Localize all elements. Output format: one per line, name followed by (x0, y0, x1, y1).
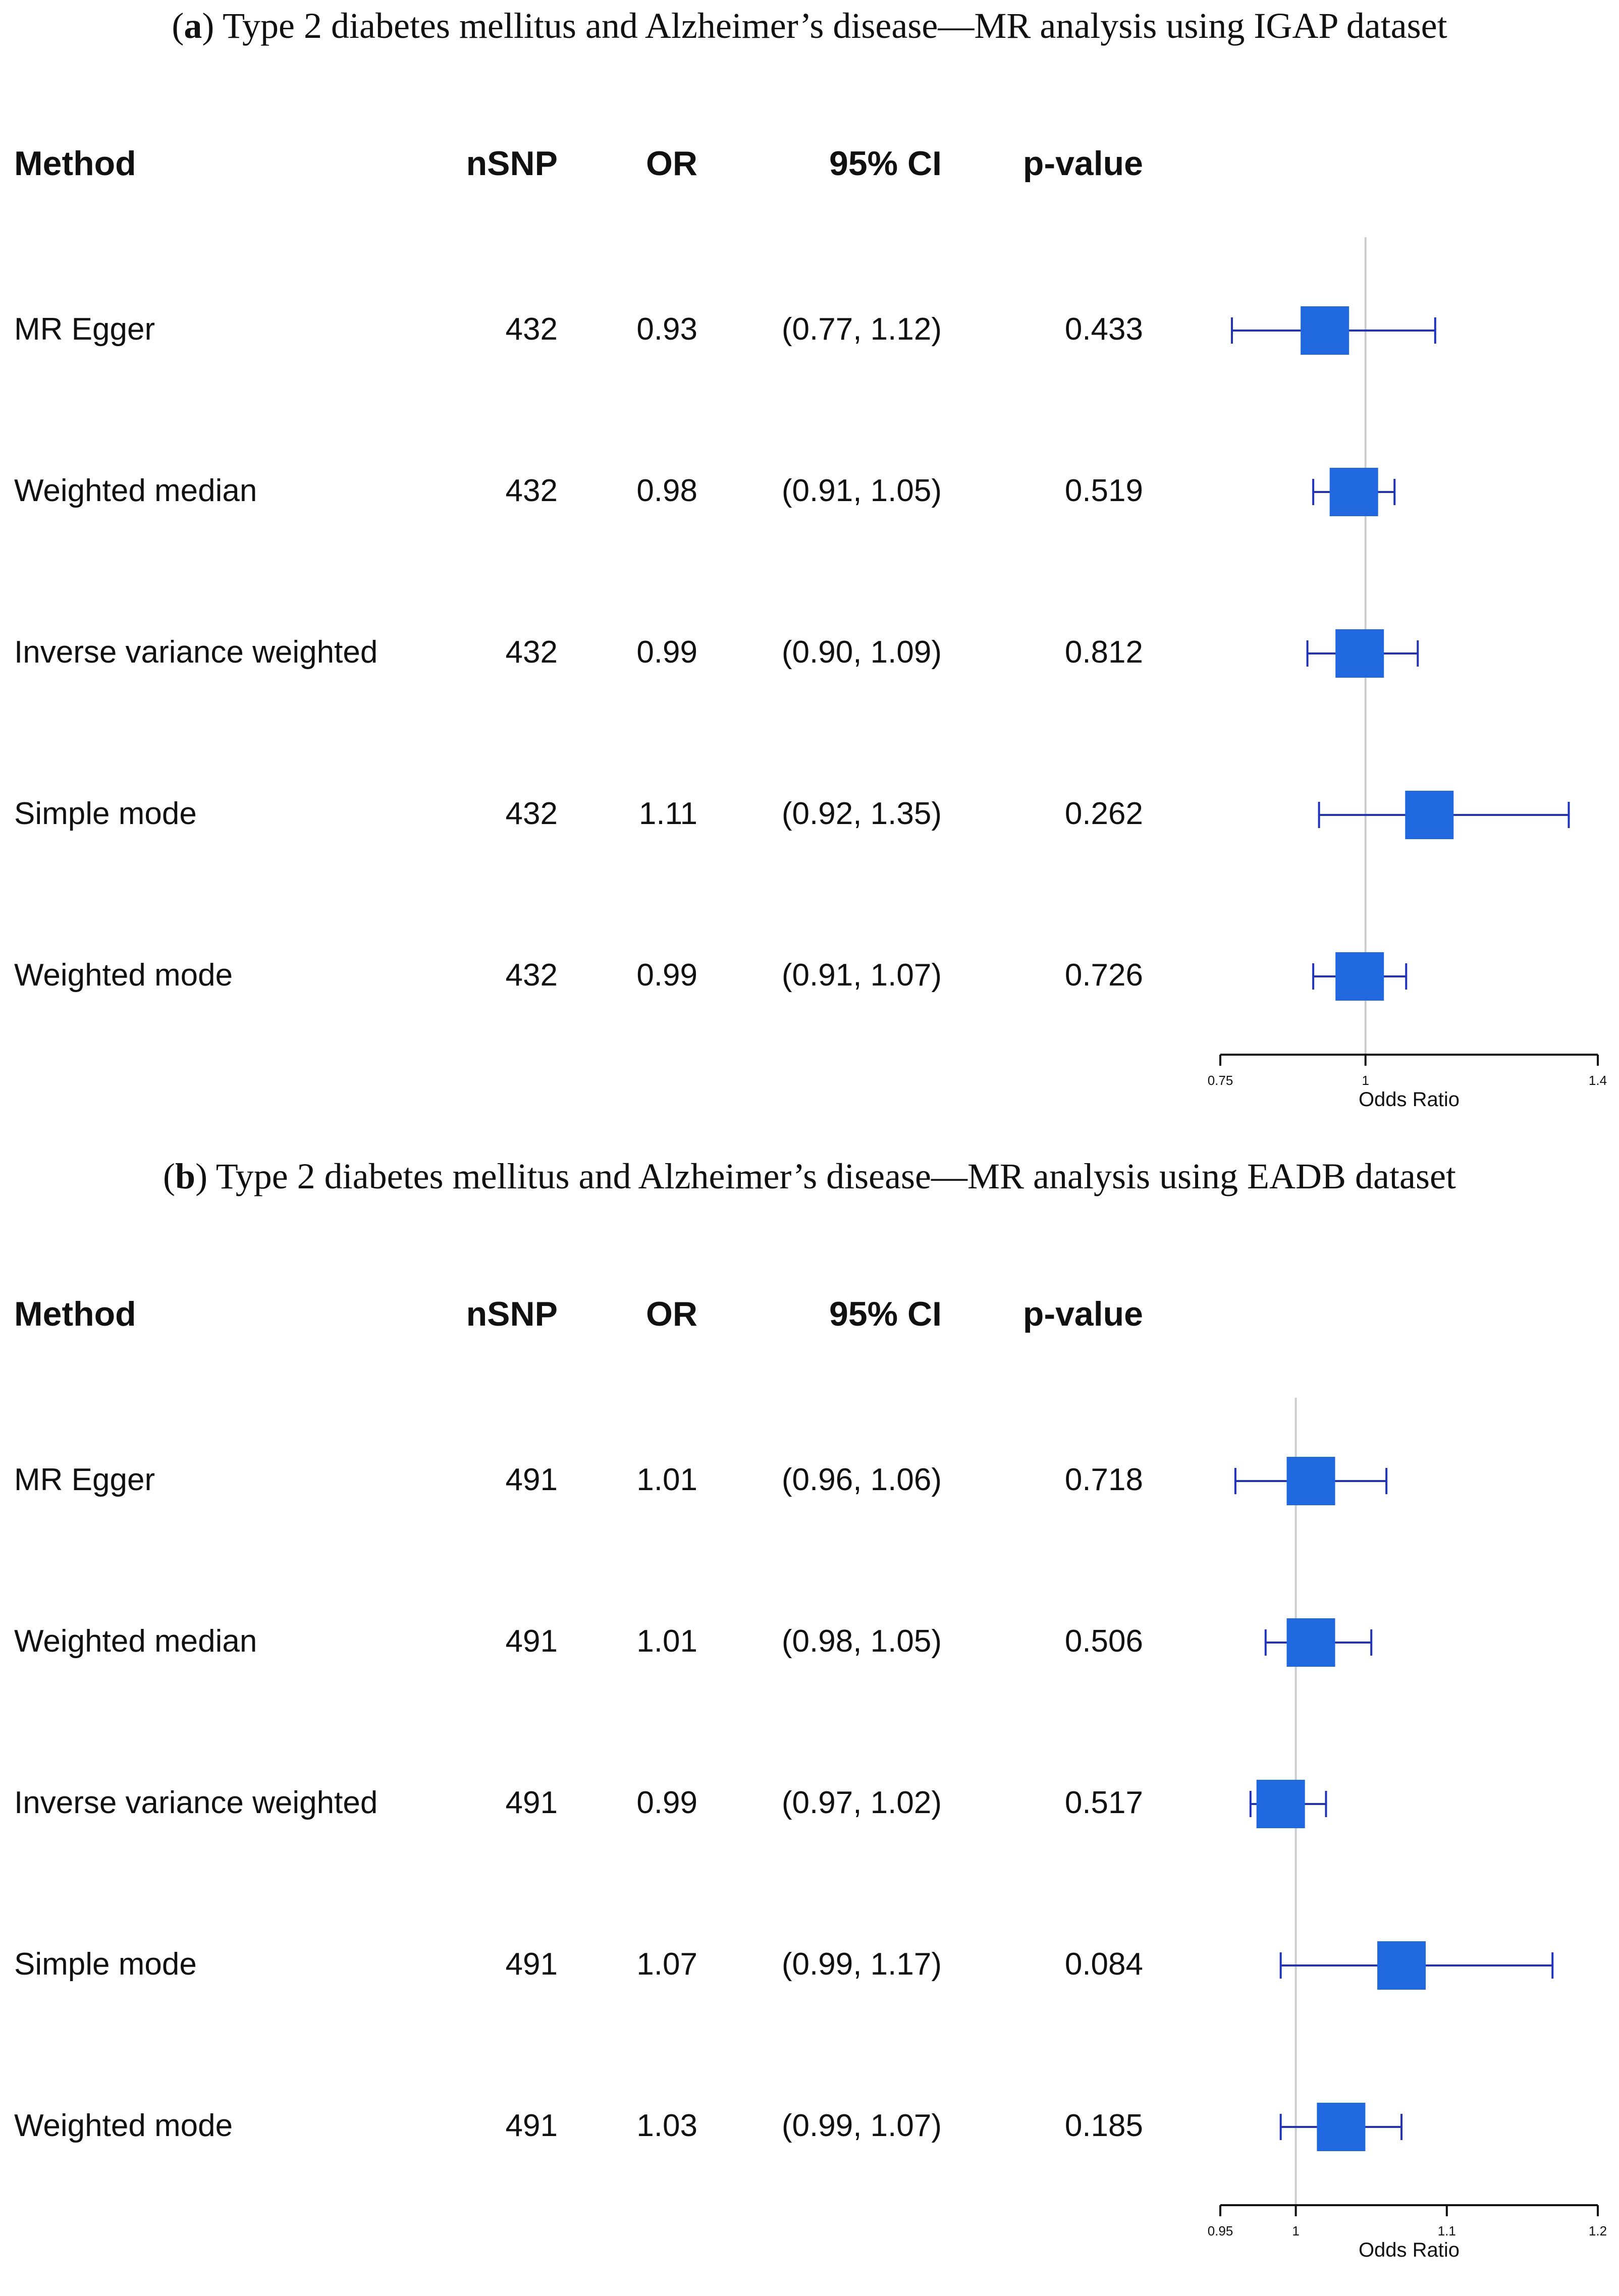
row-method: Inverse variance weighted (14, 1785, 378, 1820)
row-method: Weighted median (14, 1624, 257, 1659)
header-ci: 95% CI (829, 144, 942, 183)
row-nsnp: 491 (505, 2108, 558, 2143)
forest-plot-b: 0.95 1 1.1 1.2 Odds Ratio (1208, 1398, 1607, 2261)
x-tick-label: 1 (1362, 1073, 1369, 1088)
row-ci: (0.99, 1.07) (781, 2108, 942, 2143)
row-or: 0.99 (636, 958, 697, 993)
header-pvalue: p-value (1022, 144, 1143, 183)
row-ci: (0.96, 1.06) (781, 1462, 942, 1497)
row-pvalue: 0.084 (1064, 1947, 1143, 1982)
or-point-box (1405, 791, 1454, 839)
header-or: OR (646, 144, 697, 183)
panel-title-text: ) Type 2 diabetes mellitus and Alzheimer… (202, 6, 1447, 46)
row-ci: (0.92, 1.35) (781, 796, 942, 831)
row-or: 0.99 (636, 635, 697, 670)
row-nsnp: 491 (505, 1947, 558, 1982)
row-method: Simple mode (14, 1947, 197, 1982)
row-nsnp: 432 (505, 796, 558, 831)
x-tick-label: 1.4 (1589, 1073, 1607, 1088)
header-method: Method (14, 1295, 136, 1333)
x-axis-label: Odds Ratio (1359, 1088, 1460, 1111)
row-method: Weighted median (14, 473, 257, 508)
row-method: MR Egger (14, 312, 155, 347)
row-ci: (0.90, 1.09) (781, 635, 942, 670)
panel-label: a (184, 6, 202, 46)
header-or: OR (646, 1295, 697, 1333)
panel-title-text: ) Type 2 diabetes mellitus and Alzheimer… (195, 1156, 1456, 1196)
row-or: 0.99 (636, 1785, 697, 1820)
row-or: 1.01 (636, 1462, 697, 1497)
row-pvalue: 0.718 (1064, 1462, 1143, 1497)
row-nsnp: 491 (505, 1785, 558, 1820)
x-tick-label: 0.95 (1208, 2223, 1233, 2238)
or-point-box (1335, 629, 1384, 678)
row-pvalue: 0.726 (1064, 958, 1143, 993)
row-nsnp: 432 (505, 635, 558, 670)
row-or: 1.11 (638, 796, 697, 831)
row-or: 0.98 (636, 473, 697, 508)
or-point-box (1329, 468, 1378, 516)
or-point-box (1317, 2103, 1366, 2151)
row-pvalue: 0.519 (1064, 473, 1143, 508)
row-or: 1.07 (636, 1947, 697, 1982)
panel-title: (b) Type 2 diabetes mellitus and Alzheim… (163, 1156, 1456, 1196)
row-method: Weighted mode (14, 2108, 233, 2143)
row-pvalue: 0.812 (1064, 635, 1143, 670)
row-or: 1.03 (636, 2108, 697, 2143)
row-ci: (0.91, 1.05) (781, 473, 942, 508)
row-pvalue: 0.262 (1064, 796, 1143, 831)
row-ci: (0.97, 1.02) (781, 1785, 942, 1820)
row-nsnp: 491 (505, 1462, 558, 1497)
header-nsnp: nSNP (466, 144, 558, 183)
forest-panel-b: (b) Type 2 diabetes mellitus and Alzheim… (0, 1151, 1619, 2296)
x-tick-label: 1.1 (1438, 2223, 1456, 2238)
header-nsnp: nSNP (466, 1295, 558, 1333)
forest-panel-a: (a) Type 2 diabetes mellitus and Alzheim… (0, 0, 1619, 1145)
or-point-box (1377, 1941, 1426, 1990)
row-nsnp: 432 (505, 958, 558, 993)
x-tick-label: 1.2 (1589, 2223, 1607, 2238)
or-point-box (1256, 1780, 1305, 1828)
forest-plot-a: 0.75 1 1.4 Odds Ratio (1208, 237, 1607, 1111)
panel-title: (a) Type 2 diabetes mellitus and Alzheim… (172, 6, 1447, 46)
row-method: Simple mode (14, 796, 197, 831)
row-ci: (0.99, 1.17) (781, 1947, 942, 1982)
or-point-box (1335, 952, 1384, 1001)
panel-label: b (175, 1156, 196, 1196)
or-point-box (1286, 1457, 1335, 1505)
header-method: Method (14, 144, 136, 183)
row-pvalue: 0.517 (1064, 1785, 1143, 1820)
row-or: 1.01 (636, 1624, 697, 1659)
row-ci: (0.77, 1.12) (781, 312, 942, 347)
row-method: MR Egger (14, 1462, 155, 1497)
row-ci: (0.91, 1.07) (781, 958, 942, 993)
x-axis-label: Odds Ratio (1359, 2239, 1460, 2261)
row-method: Weighted mode (14, 958, 233, 993)
row-or: 0.93 (636, 312, 697, 347)
row-pvalue: 0.185 (1064, 2108, 1143, 2143)
x-tick-label: 1 (1292, 2223, 1299, 2238)
row-nsnp: 432 (505, 312, 558, 347)
row-nsnp: 432 (505, 473, 558, 508)
or-point-box (1286, 1618, 1335, 1667)
row-method: Inverse variance weighted (14, 635, 378, 670)
or-point-box (1301, 306, 1350, 355)
row-pvalue: 0.506 (1064, 1624, 1143, 1659)
x-tick-label: 0.75 (1208, 1073, 1233, 1088)
header-pvalue: p-value (1022, 1295, 1143, 1333)
row-nsnp: 491 (505, 1624, 558, 1659)
header-ci: 95% CI (829, 1295, 942, 1333)
row-pvalue: 0.433 (1064, 312, 1143, 347)
row-ci: (0.98, 1.05) (781, 1624, 942, 1659)
